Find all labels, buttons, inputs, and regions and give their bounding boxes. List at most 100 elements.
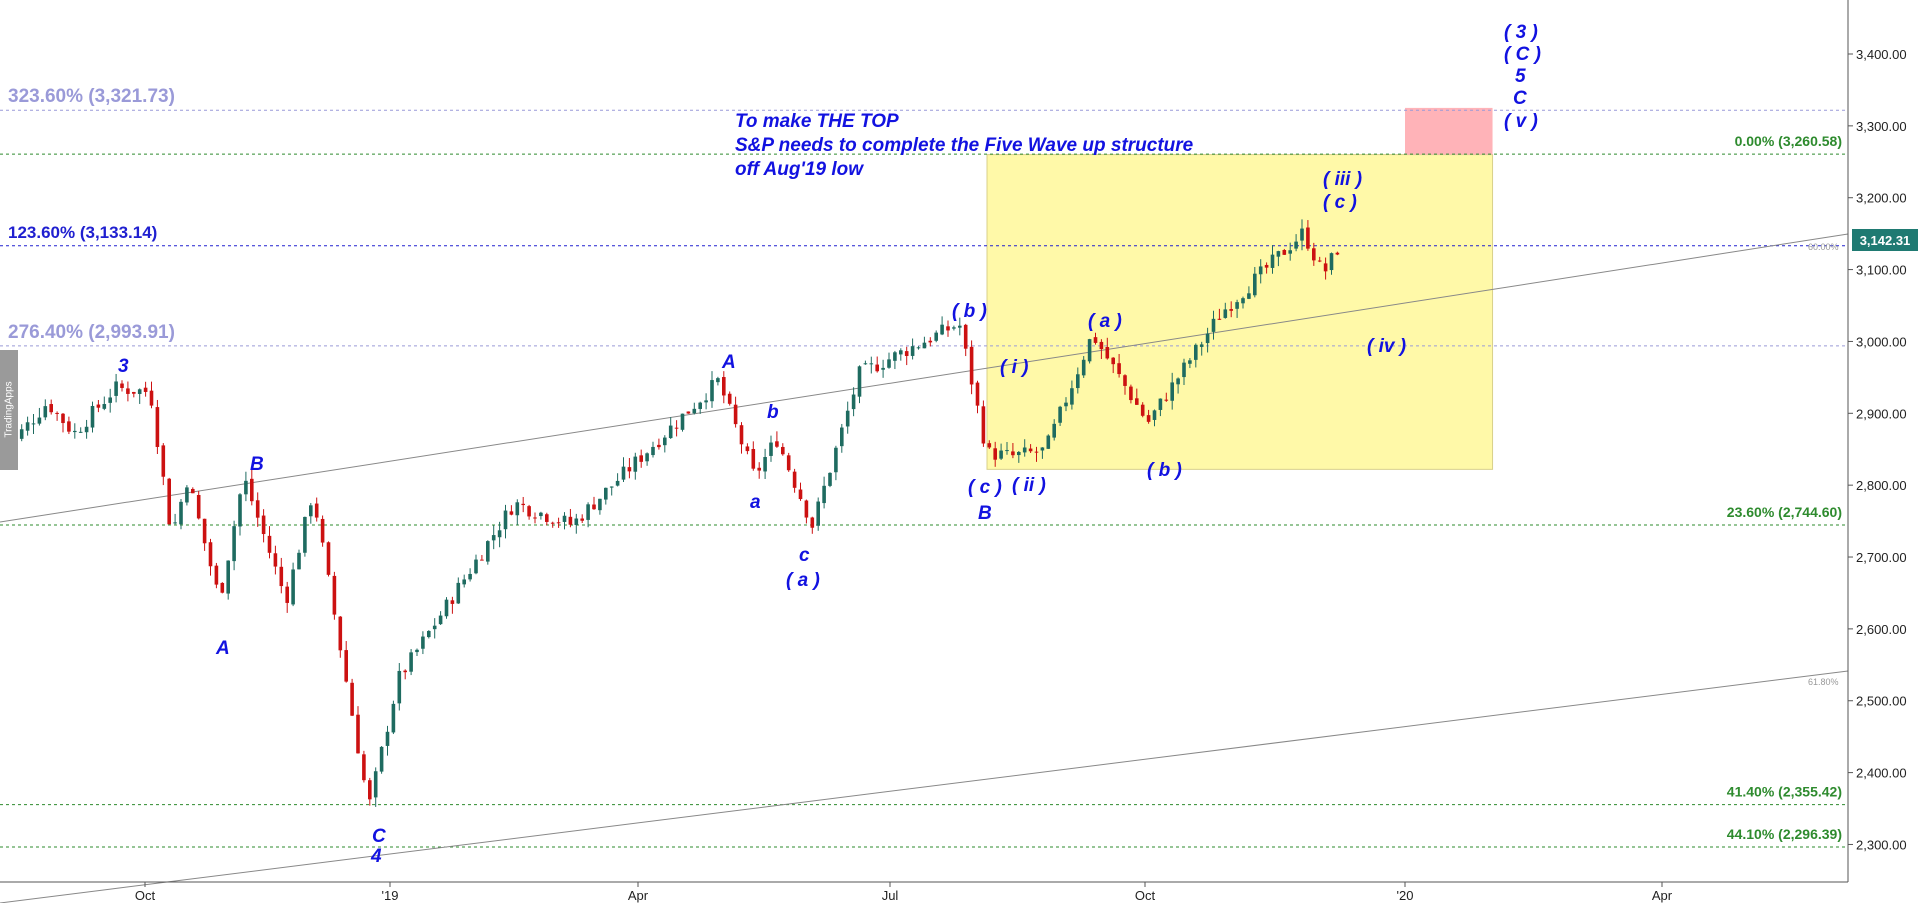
candle-body: [503, 510, 508, 530]
candle-body: [61, 413, 65, 424]
wave-label: ( c ): [968, 477, 1002, 498]
candle-body: [444, 599, 449, 617]
y-tick-label: 2,900.00: [1856, 406, 1907, 421]
candle-body: [751, 448, 756, 469]
candle-body: [73, 430, 77, 433]
candle-body: [421, 636, 425, 649]
candle-body: [143, 387, 148, 392]
candle-body: [220, 582, 225, 593]
candle-body: [521, 503, 525, 506]
candle-body: [102, 404, 107, 409]
candle-body: [1241, 298, 1245, 304]
tradingapps-watermark: TradingApps: [0, 350, 18, 470]
candle-body: [397, 670, 402, 704]
candle-body: [857, 366, 862, 397]
wave-label: ( i ): [1000, 357, 1029, 378]
candle-body: [362, 754, 366, 781]
fib-label: 123.60% (3,133.14): [8, 223, 157, 242]
candle-body: [1223, 309, 1228, 318]
candle-body: [981, 406, 986, 444]
candle-body: [179, 501, 183, 525]
candle-body: [1312, 248, 1316, 261]
wave-label: a: [750, 492, 761, 513]
candle-body: [1040, 447, 1045, 451]
candle-body: [863, 363, 868, 365]
candle-body: [149, 390, 154, 406]
y-axis-ticks: 2,300.00 2,400.00 2,500.00 2,600.00 2,700.00…: [1848, 47, 1907, 852]
candle-body: [739, 425, 744, 445]
candle-body: [297, 552, 301, 570]
candle-body: [545, 514, 549, 522]
y-tick-label: 2,300.00: [1856, 837, 1907, 852]
candle-body: [1264, 264, 1269, 268]
candle-body: [704, 400, 708, 403]
y-tick-label: 3,100.00: [1856, 263, 1907, 278]
wave-label: ( v ): [1504, 111, 1538, 132]
axes-layer: [0, 0, 1849, 883]
candle-body: [975, 382, 980, 406]
y-tick-label: 2,800.00: [1856, 478, 1907, 493]
wave-label: C: [1513, 88, 1527, 109]
candle-body: [208, 542, 213, 567]
wave-label: C: [372, 826, 386, 847]
candle-body: [1152, 410, 1157, 420]
candle-body: [326, 542, 331, 575]
candle-body: [173, 522, 177, 524]
candle-body: [1070, 388, 1074, 405]
candle-body: [261, 515, 266, 535]
candle-body: [674, 427, 679, 429]
candle-body: [698, 402, 702, 409]
channel-lines: 60.00% 61.80%: [0, 233, 1849, 903]
wave-label: 4: [370, 846, 382, 867]
candle-body: [303, 516, 307, 553]
candle-body: [1129, 386, 1133, 401]
channel-label-lower: 61.80%: [1808, 677, 1839, 687]
candle-body: [822, 485, 826, 504]
candle-body: [999, 450, 1003, 459]
candle-body: [1087, 339, 1092, 362]
candle-body: [379, 746, 384, 772]
wave-label: ( a ): [1088, 311, 1122, 332]
candle-body: [456, 582, 461, 604]
candle-body: [1235, 302, 1239, 309]
fib-label: 41.40% (2,355.42): [1727, 784, 1842, 800]
y-tick-label: 2,600.00: [1856, 622, 1907, 637]
candle-body: [1099, 341, 1104, 350]
candle-body: [161, 445, 166, 477]
candle-body: [958, 325, 962, 328]
wave-label: ( b ): [1147, 460, 1182, 481]
candle-body: [403, 670, 407, 673]
candle-body: [1306, 227, 1310, 249]
candle-body: [480, 559, 484, 561]
candle-body: [279, 566, 284, 587]
x-tick-label: Apr: [628, 888, 649, 903]
candle-body: [273, 553, 278, 567]
candle-body: [722, 377, 726, 396]
candle-body: [615, 480, 620, 486]
candle-body: [226, 560, 230, 594]
candle-body: [90, 405, 95, 428]
candle-body: [851, 394, 856, 410]
candle-body: [1017, 452, 1021, 456]
candle-body: [633, 456, 638, 472]
candle-body: [509, 511, 514, 515]
candle-body: [1323, 263, 1328, 272]
candle-body: [409, 652, 413, 672]
candle-body: [598, 498, 602, 511]
candle-body: [940, 324, 944, 335]
candles-layer: [2, 219, 1340, 807]
candle-body: [993, 448, 997, 460]
x-axis-ticks: Oct '19 Apr Jul Oct '20 Apr: [135, 882, 1673, 903]
candle-body: [238, 494, 242, 527]
candle-body: [108, 397, 112, 403]
candle-body: [1211, 318, 1216, 332]
candle-body: [43, 406, 48, 418]
candle-body: [869, 363, 874, 365]
candle-body: [1205, 333, 1210, 344]
candle-body: [881, 367, 885, 370]
candle-body: [621, 466, 626, 480]
candle-body: [1135, 398, 1139, 405]
y-tick-label: 3,200.00: [1856, 191, 1907, 206]
candle-body: [114, 381, 118, 396]
candle-body: [969, 346, 974, 385]
